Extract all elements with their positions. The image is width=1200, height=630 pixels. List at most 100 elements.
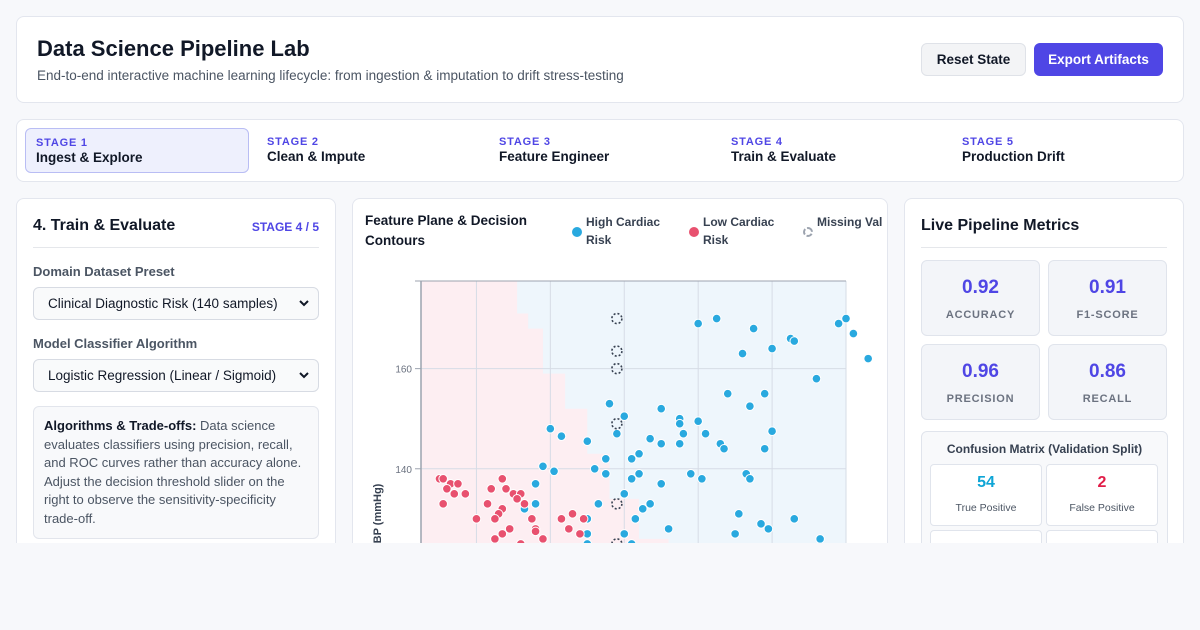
metric-value: 0.86: [1089, 361, 1126, 382]
cm-label: True Positive: [955, 502, 1017, 514]
data-point: [700, 428, 711, 439]
data-point: [612, 428, 622, 439]
legend-dot-icon: [689, 227, 699, 237]
data-point: [582, 436, 593, 447]
dataset-preset-select[interactable]: Clinical Diagnostic Risk (140 samples): [33, 287, 319, 320]
scatter-plot[interactable]: 140 160 Resting SBP (mmHg): [353, 199, 887, 543]
model-algorithm-value: Logistic Regression (Linear / Sigmoid): [48, 368, 277, 383]
metric-precision: 0.96 PRECISION: [921, 344, 1040, 420]
data-point: [438, 473, 448, 484]
data-point: [516, 539, 526, 543]
data-point: [656, 479, 667, 489]
data-point: [545, 423, 556, 434]
data-point: [549, 466, 559, 477]
live-metrics-panel: Live Pipeline Metrics 0.92 ACCURACY 0.91…: [904, 198, 1184, 543]
data-point: [449, 489, 460, 499]
data-point: [604, 398, 615, 409]
legend-dashed-circle-icon: [803, 227, 813, 237]
data-point: [582, 539, 593, 543]
legend-label: Missing Val: [817, 215, 883, 229]
data-point: [693, 416, 703, 427]
data-point: [767, 343, 777, 354]
data-point: [460, 489, 471, 499]
info-text: Data science evaluates classifiers using…: [44, 418, 302, 526]
legend-label: Low Cardiac Risk: [703, 215, 775, 247]
chart-title: Feature Plane & Decision Contours: [365, 213, 528, 248]
legend-label: High Cardiac Risk: [586, 215, 661, 247]
data-point: [711, 313, 722, 324]
cm-false-negative: [930, 530, 1042, 543]
data-point: [600, 468, 611, 479]
stage-number: STAGE 2: [267, 136, 319, 148]
stage-name: Train & Evaluate: [731, 149, 837, 164]
data-point: [442, 484, 452, 494]
data-point: [789, 514, 800, 524]
missing-value-point: [611, 362, 623, 375]
data-point: [486, 484, 497, 494]
data-point: [497, 529, 508, 539]
reset-state-button[interactable]: Reset State: [921, 43, 1026, 76]
stage-tabs: STAGE 1 Ingest & Explore STAGE 2 Clean &…: [16, 119, 1184, 182]
cm-label: False Positive: [1069, 502, 1135, 514]
data-point: [637, 504, 648, 514]
chevron-down-icon: [299, 372, 309, 379]
data-point: [593, 499, 604, 509]
divider: [921, 247, 1167, 248]
data-point: [697, 473, 707, 484]
model-algorithm-label: Model Classifier Algorithm: [33, 336, 198, 351]
metric-f1: 0.91 F1-SCORE: [1048, 260, 1167, 336]
metric-label: PRECISION: [946, 393, 1015, 405]
data-point: [756, 519, 766, 529]
data-point: [730, 529, 740, 539]
data-point: [656, 403, 667, 414]
tab-stage-1[interactable]: STAGE 1 Ingest & Explore: [25, 128, 249, 173]
data-point: [656, 438, 667, 449]
data-point: [763, 524, 774, 534]
export-artifacts-button[interactable]: Export Artifacts: [1034, 43, 1163, 76]
dataset-preset-label: Domain Dataset Preset: [33, 264, 175, 279]
model-algorithm-select[interactable]: Logistic Regression (Linear / Sigmoid): [33, 359, 319, 392]
data-point: [564, 524, 574, 534]
data-point: [556, 514, 567, 524]
metric-label: ACCURACY: [945, 309, 1016, 321]
stage-name: Feature Engineer: [499, 149, 610, 164]
data-point: [626, 453, 637, 464]
data-point: [453, 479, 463, 489]
chevron-down-icon: [299, 300, 309, 307]
data-point: [575, 529, 585, 539]
data-point: [685, 468, 696, 479]
metric-accuracy: 0.92 ACCURACY: [921, 260, 1040, 336]
data-point: [530, 526, 541, 537]
tab-stage-5[interactable]: STAGE 5 Production Drift: [952, 128, 1176, 173]
tab-stage-3[interactable]: STAGE 3 Feature Engineer: [489, 128, 713, 173]
data-point: [556, 431, 567, 442]
dataset-preset-value: Clinical Diagnostic Risk (140 samples): [48, 296, 278, 311]
stage-number: STAGE 1: [36, 137, 88, 149]
data-point: [530, 499, 541, 509]
data-point: [734, 509, 744, 519]
data-point: [634, 468, 644, 479]
data-point: [626, 473, 637, 484]
tab-stage-4[interactable]: STAGE 4 Train & Evaluate: [721, 128, 945, 173]
data-point: [833, 318, 844, 329]
tab-stage-2[interactable]: STAGE 2 Clean & Impute: [257, 128, 481, 173]
panel-title: 4. Train & Evaluate: [33, 217, 176, 234]
data-point: [497, 473, 508, 484]
cm-value: 2: [1097, 474, 1107, 491]
data-point: [645, 499, 655, 509]
data-point: [841, 313, 851, 324]
data-point: [538, 461, 548, 472]
data-point: [619, 411, 630, 421]
data-point: [490, 514, 500, 524]
data-point: [626, 539, 637, 543]
data-point: [578, 514, 589, 524]
metric-label: RECALL: [1082, 393, 1133, 405]
data-point: [767, 426, 777, 437]
app-header: Data Science Pipeline Lab End-to-end int…: [16, 16, 1184, 103]
cm-true-positive: 54 True Positive: [930, 464, 1042, 526]
data-point: [471, 514, 482, 524]
cm-value: 54: [977, 474, 995, 491]
data-point: [538, 534, 548, 543]
data-point: [719, 443, 729, 454]
cm-true-negative: [1046, 530, 1158, 543]
